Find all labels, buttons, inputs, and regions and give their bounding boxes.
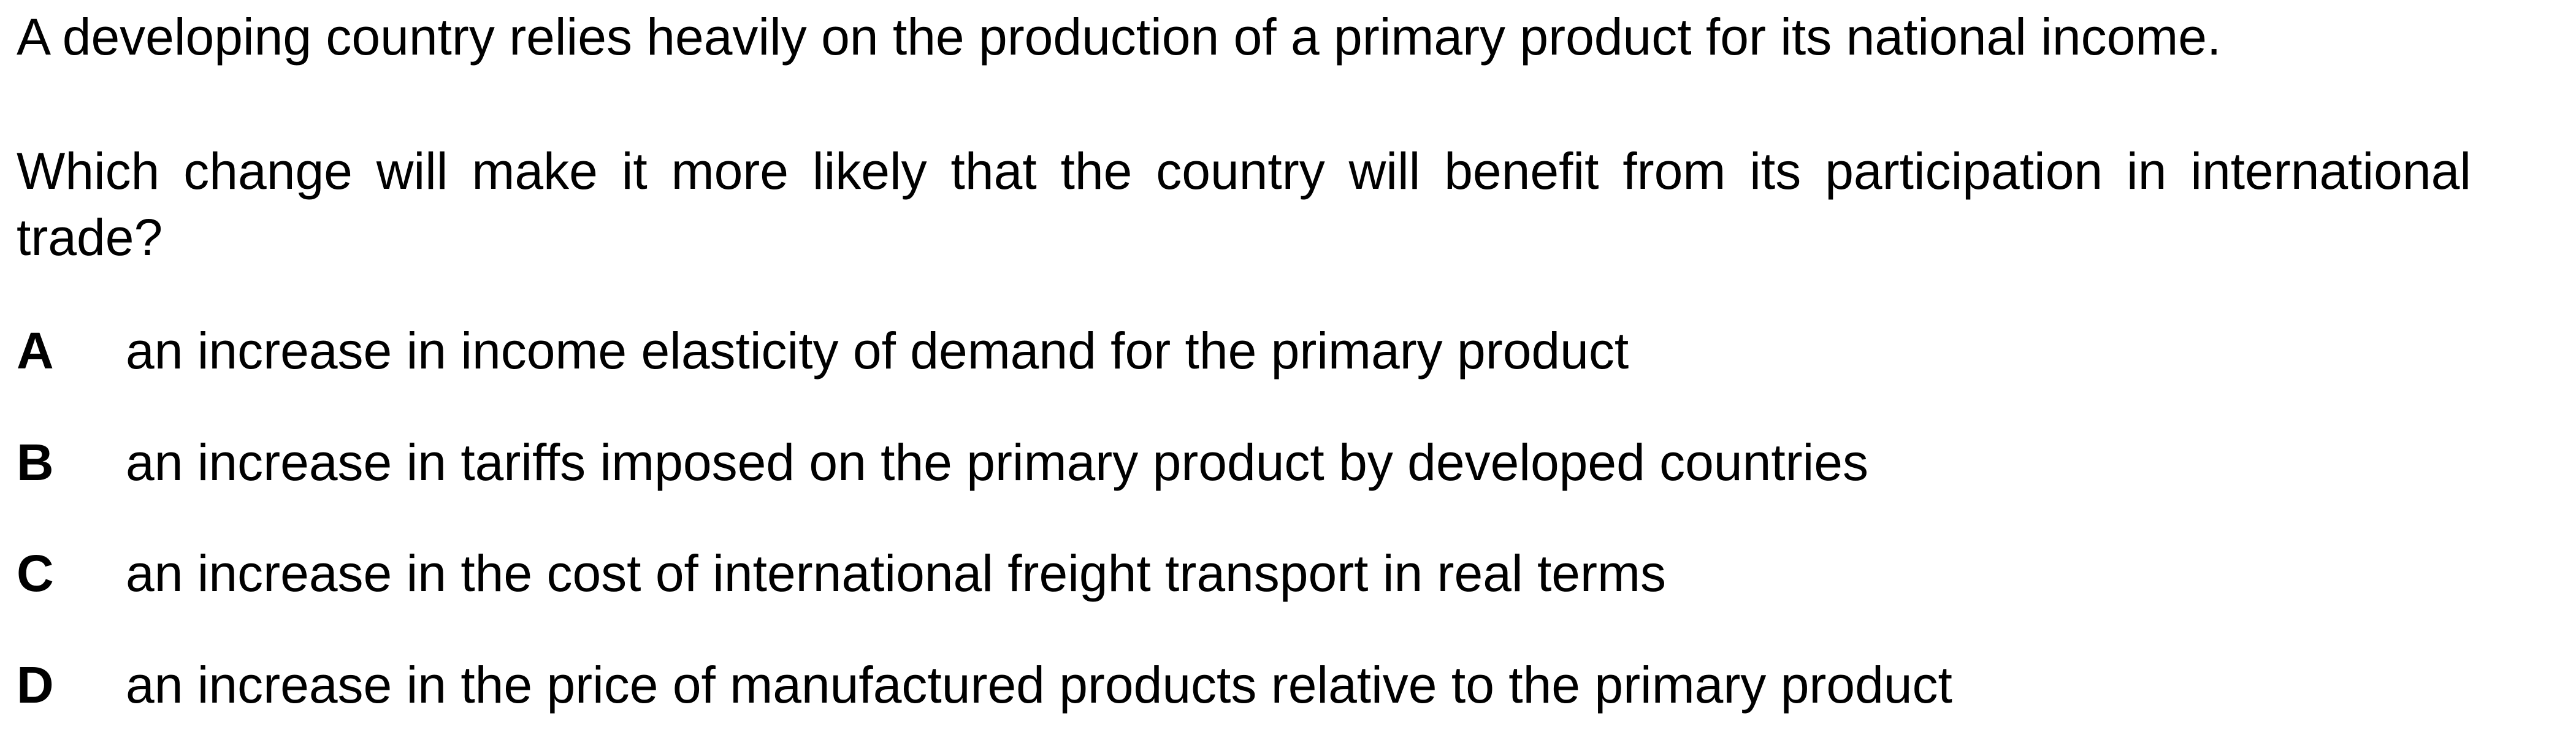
question-prompt: Which change will make it more likely th… xyxy=(17,142,2471,266)
option-letter: A xyxy=(17,322,54,380)
option-text: an increase in the cost of international… xyxy=(126,544,1666,602)
option-text: an increase in income elasticity of dema… xyxy=(126,322,1629,380)
option-text: an increase in tariffs imposed on the pr… xyxy=(126,433,1869,491)
option-letter: D xyxy=(17,656,54,714)
option-letter: B xyxy=(17,433,54,491)
option-text: an increase in the price of manufactured… xyxy=(126,656,1952,714)
question-stem: A developing country relies heavily on t… xyxy=(17,8,2222,66)
option-letter: C xyxy=(17,544,54,602)
